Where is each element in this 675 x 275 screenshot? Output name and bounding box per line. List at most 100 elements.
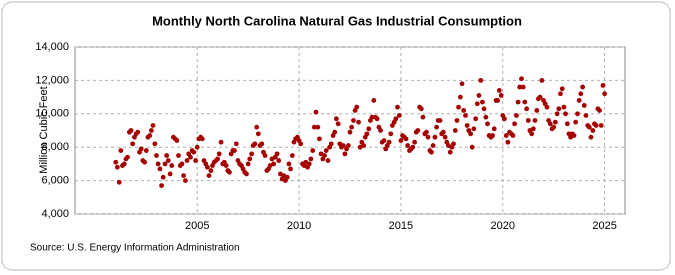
point	[415, 128, 421, 133]
point	[227, 169, 232, 175]
point	[361, 143, 367, 148]
point	[551, 124, 557, 130]
point	[135, 129, 141, 135]
point	[403, 136, 409, 142]
point	[495, 98, 501, 103]
point	[510, 133, 516, 138]
point	[114, 164, 120, 170]
point	[498, 93, 504, 98]
point	[517, 84, 523, 90]
y-axis-label: Million Cubic Feet	[38, 86, 50, 173]
point	[206, 173, 212, 178]
point	[471, 126, 477, 132]
point	[148, 128, 154, 133]
point	[366, 126, 372, 132]
point	[116, 179, 122, 185]
point	[262, 153, 268, 158]
point	[522, 99, 528, 105]
point	[378, 128, 383, 133]
point	[586, 124, 592, 130]
point	[481, 106, 487, 112]
point	[315, 124, 321, 130]
point	[502, 116, 507, 122]
point	[588, 134, 594, 140]
point	[480, 99, 485, 105]
point	[232, 148, 237, 153]
point	[547, 121, 553, 127]
point	[447, 149, 453, 155]
point	[223, 163, 229, 168]
point	[143, 148, 149, 153]
point	[469, 144, 475, 150]
point	[342, 151, 348, 157]
point	[544, 104, 550, 110]
point	[164, 153, 170, 158]
point	[437, 118, 443, 123]
point	[152, 141, 158, 147]
point	[347, 129, 353, 135]
point	[440, 129, 446, 135]
point	[249, 151, 255, 157]
point	[308, 156, 314, 162]
point	[429, 149, 434, 155]
point	[405, 143, 411, 148]
point	[155, 161, 161, 167]
point	[191, 149, 197, 155]
point	[188, 154, 193, 160]
point	[512, 121, 517, 127]
point	[556, 106, 562, 112]
point	[425, 134, 431, 140]
point	[386, 139, 392, 145]
point	[284, 174, 290, 180]
point	[325, 158, 331, 163]
point	[176, 153, 181, 158]
point	[245, 161, 251, 167]
point	[434, 124, 439, 130]
point	[396, 113, 402, 118]
point	[534, 108, 540, 113]
point	[442, 134, 448, 140]
point	[165, 158, 171, 163]
point	[113, 159, 119, 165]
x-tick-label: 2010	[287, 220, 311, 232]
point	[580, 84, 586, 90]
point	[432, 134, 438, 140]
point	[332, 129, 338, 135]
point	[328, 141, 334, 147]
point	[333, 116, 339, 122]
point	[393, 116, 399, 122]
point	[454, 118, 460, 123]
point	[598, 123, 604, 128]
x-tick-label: 2020	[491, 220, 515, 232]
point	[558, 91, 563, 97]
point	[317, 136, 322, 142]
point	[259, 141, 265, 147]
point	[485, 121, 490, 127]
point	[351, 118, 356, 123]
point	[575, 111, 580, 117]
point	[581, 103, 587, 108]
point	[349, 124, 355, 130]
point	[159, 183, 164, 189]
point	[430, 143, 436, 148]
point	[600, 83, 606, 88]
point	[254, 124, 260, 130]
point	[147, 133, 153, 138]
point	[529, 131, 535, 137]
point	[218, 139, 224, 145]
point	[464, 123, 470, 128]
point	[174, 138, 180, 143]
point	[183, 178, 188, 184]
point	[356, 119, 361, 125]
point	[160, 174, 166, 180]
point	[323, 148, 329, 153]
y-tick-label: 10,000	[35, 108, 69, 120]
point	[578, 91, 584, 97]
point	[381, 138, 387, 143]
point	[255, 131, 261, 137]
point	[184, 158, 190, 163]
point	[410, 144, 416, 150]
point	[169, 163, 175, 168]
point	[371, 98, 377, 103]
point	[205, 164, 210, 170]
